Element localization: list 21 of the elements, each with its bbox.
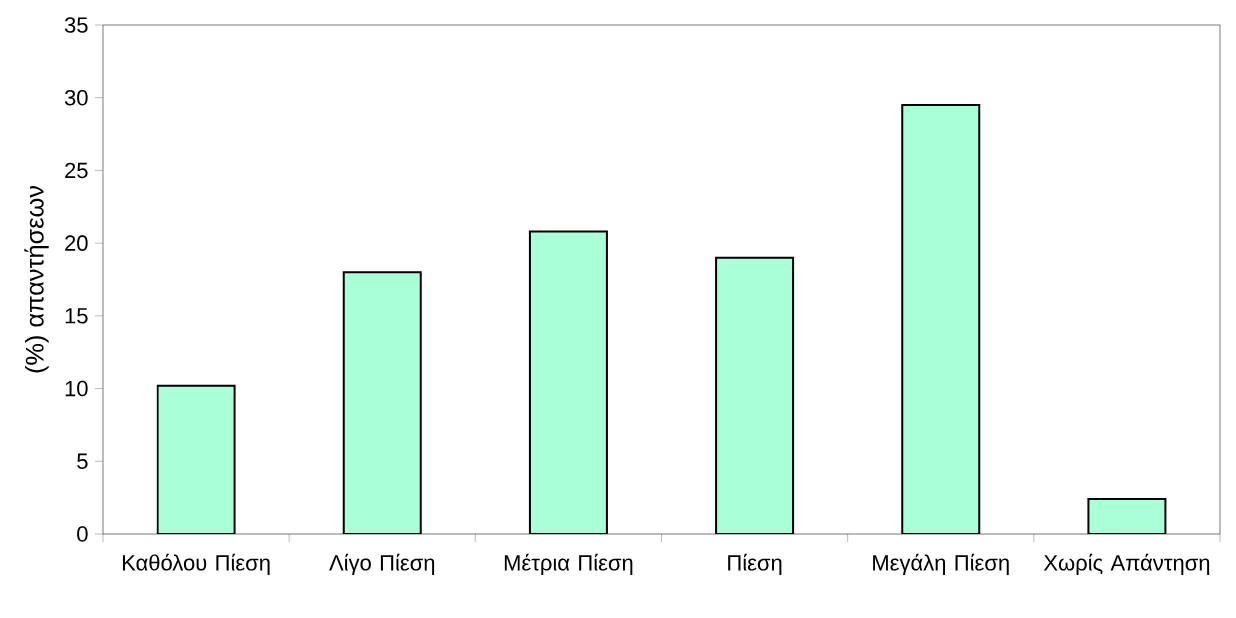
x-tick-label: Μεγάλη Πίεση	[873, 553, 1009, 575]
bar	[528, 230, 608, 534]
y-tick-label: 30	[64, 89, 88, 106]
x-tick-label: Μέτρια Πίεση	[504, 553, 633, 575]
x-tick-label: Καθόλου Πίεση	[122, 553, 270, 575]
bar	[1087, 498, 1167, 534]
y-axis-title: (%) απαντήσεων	[24, 185, 49, 373]
x-tick-label: Λίγο Πίεση	[329, 553, 435, 575]
y-tick-label: 35	[64, 17, 88, 33]
bar	[156, 384, 236, 534]
y-tick-label: 20	[65, 235, 88, 251]
y-tick-label: 5	[77, 453, 88, 469]
bar	[342, 271, 422, 534]
x-tick-label: Χωρίς Απάντηση	[1043, 553, 1210, 575]
bar	[901, 103, 981, 534]
bar	[715, 256, 795, 534]
y-tick-label: 10	[65, 380, 88, 397]
x-tick-label: Πίεση	[728, 553, 782, 575]
y-tick-label: 25	[65, 162, 88, 179]
y-tick-label: 0	[77, 526, 88, 542]
y-tick-label: 15	[65, 308, 88, 324]
